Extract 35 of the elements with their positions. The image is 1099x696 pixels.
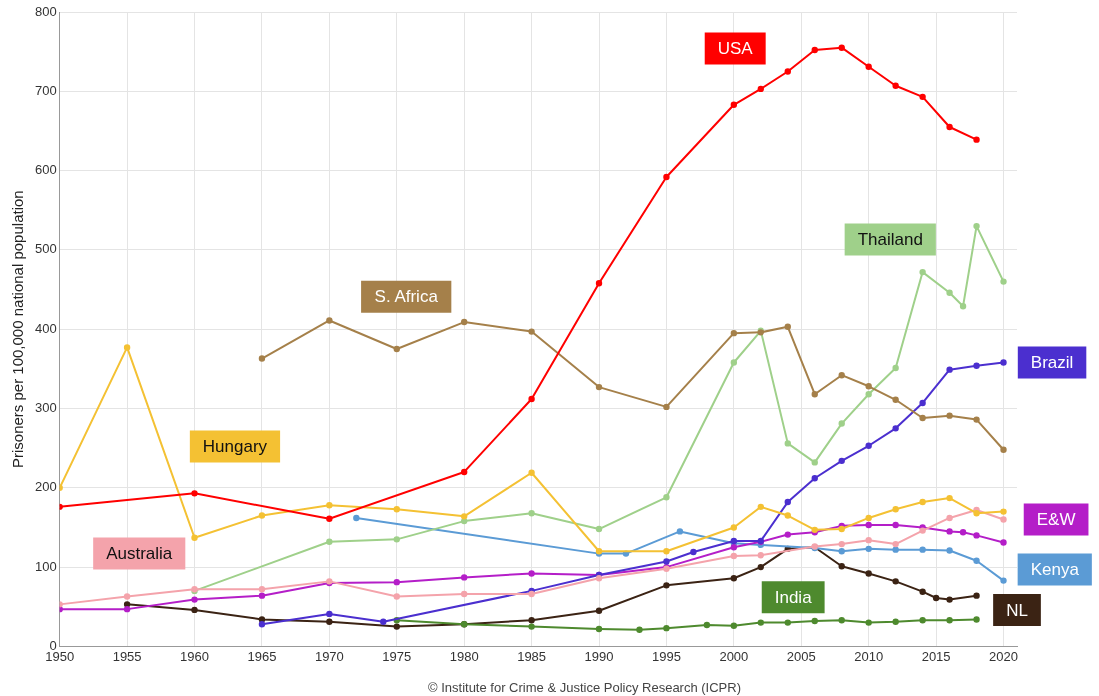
series-label: Australia: [106, 544, 173, 564]
y-tick-label: 400: [34, 320, 57, 336]
y-tick-label: 100: [34, 558, 57, 574]
x-tick-label: 2015: [921, 648, 951, 664]
text: © Institute for Crime & Justice Policy Research (ICPR): [428, 679, 741, 695]
text: E&W: [1036, 510, 1076, 530]
y-tick-label: 700: [34, 82, 57, 98]
series-label: NL: [1006, 600, 1028, 620]
x-tick-label: 1995: [651, 648, 681, 664]
series-label: Kenya: [1030, 560, 1080, 580]
y-tick-label: 0: [49, 637, 57, 653]
y-tick-label: 200: [34, 479, 57, 495]
y-tick-label: 600: [34, 162, 57, 178]
y-axis-title: Prisoners per 100,000 national population: [9, 190, 27, 469]
x-tick-label: 1955: [112, 648, 142, 664]
x-tick-label: 1980: [449, 648, 479, 664]
x-tick-label: 1990: [584, 648, 614, 664]
y-tick-label: 800: [34, 3, 57, 19]
text: Hungary: [202, 437, 268, 457]
series-label: Thailand: [857, 230, 923, 250]
x-tick-label: 1970: [314, 648, 344, 664]
x-tick-label: 1975: [382, 648, 412, 664]
x-tick-label: 2000: [719, 648, 749, 664]
x-tick-label: 2005: [786, 648, 816, 664]
series-label: USA: [717, 39, 754, 59]
x-tick-label: 1985: [517, 648, 547, 664]
series-label: Brazil: [1030, 353, 1074, 373]
y-tick-label: 500: [34, 241, 57, 257]
y-tick-label: 300: [34, 400, 57, 416]
x-tick-label: 2020: [989, 648, 1018, 664]
x-tick-label: 1960: [180, 648, 209, 664]
series-label: S. Africa: [374, 287, 439, 307]
x-tick-label: 1965: [247, 648, 277, 664]
x-tick-label: 2010: [854, 648, 884, 664]
series-label: India: [774, 587, 813, 607]
